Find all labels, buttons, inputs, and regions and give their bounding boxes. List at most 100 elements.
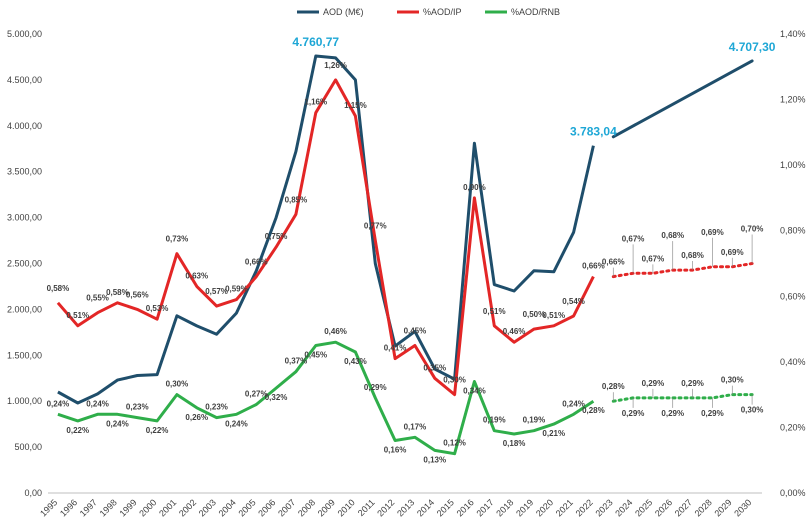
x-tick-label: 2023 [593,497,614,518]
data-label: 0,12% [443,439,466,448]
y-right-tick-label: 0,00% [780,488,806,498]
data-label: 0,63% [185,271,208,280]
data-label: 0,68% [681,251,704,260]
data-label: 0,29% [622,409,645,418]
data-label: 0,69% [701,228,724,237]
x-tick-label: 2014 [415,497,436,518]
legend-label: AOD (M€) [323,7,364,17]
legend-label: %AOD/RNB [511,7,560,17]
data-label: 0,51% [542,311,565,320]
y-left-tick-label: 2.000,00 [7,304,42,314]
x-tick-label: 2000 [137,497,158,518]
series-line--aod-rnb [57,340,595,456]
data-label: 0,30% [166,380,189,389]
data-label: 0,19% [523,416,546,425]
data-label: 0,50% [523,310,546,319]
x-tick-label: 2003 [197,497,218,518]
data-label: 0,45% [304,350,327,359]
data-label: 1,16% [304,98,327,107]
y-right-tick-label: 1,00% [780,160,806,170]
data-label: 1,15% [344,101,367,110]
series-line-aod-m- [57,54,595,405]
x-tick-label: 2005 [236,497,257,518]
data-label: 0,57% [205,287,228,296]
y-left-tick-label: 500,00 [14,442,42,452]
data-label: 0,46% [503,327,526,336]
data-label: 0,19% [483,416,506,425]
data-label: 0,34% [463,387,486,396]
x-tick-label: 2021 [554,497,575,518]
data-label: 0,18% [503,439,526,448]
data-label: 0,28% [582,406,605,415]
data-label: 0,24% [225,419,248,428]
data-label: 0,75% [265,232,288,241]
series-line--aod-ip [56,78,595,397]
x-tick-label: 2004 [217,497,238,518]
data-label: 0,69% [721,248,744,257]
y-right-tick-label: 1,40% [780,29,806,39]
data-label: 0,29% [701,409,724,418]
x-tick-label: 2017 [474,497,495,518]
x-tick-label: 2027 [673,497,694,518]
data-label: 0,85% [285,195,308,204]
x-tick-label: 2012 [375,497,396,518]
x-tick-label: 2030 [732,497,753,518]
data-label: 0,51% [483,307,506,316]
forecast-line [611,393,754,403]
data-label: 0,32% [265,393,288,402]
forecast-line [611,262,754,279]
x-tick-label: 2024 [613,497,634,518]
data-label: 0,30% [443,376,466,385]
data-label: 0,26% [185,413,208,422]
x-tick-label: 2001 [157,497,178,518]
data-label: 0,59% [225,285,248,294]
y-left-tick-label: 1.500,00 [7,350,42,360]
y-left-tick-label: 3.500,00 [7,167,42,177]
x-tick-label: 2018 [494,497,515,518]
data-label: 0,23% [126,403,149,412]
y-right-tick-label: 0,40% [780,357,806,367]
data-label: 0,37% [285,357,308,366]
data-label: 0,27% [245,389,268,398]
data-label: 0,58% [106,288,129,297]
x-tick-label: 1999 [117,497,138,518]
data-label: 0,53% [146,304,169,313]
y-left-tick-label: 3.000,00 [7,213,42,223]
y-left-tick-label: 4.500,00 [7,75,42,85]
data-label: 0,73% [166,235,189,244]
y-right-tick-label: 0,60% [780,291,806,301]
x-tick-label: 2011 [356,497,377,518]
y-right-tick-label: 1,20% [780,95,806,105]
data-label: 0,13% [423,455,446,464]
y-left-tick-label: 2.500,00 [7,259,42,269]
aod-value-label: 4.760,77 [292,35,339,49]
data-label: 0,35% [423,363,446,372]
data-label: 0,29% [681,379,704,388]
x-tick-label: 2013 [395,497,416,518]
data-label: 0,66% [602,258,625,267]
data-label: 0,51% [66,311,89,320]
data-label: 0,45% [404,326,427,335]
data-label: 0,56% [126,290,149,299]
data-label: 0,23% [205,403,228,412]
data-label: 0,77% [364,222,387,231]
aod-value-label: 4.707,30 [729,40,776,54]
data-label: 0,24% [562,399,585,408]
x-tick-label: 2006 [256,497,277,518]
x-tick-label: 1995 [38,497,59,518]
y-left-tick-label: 0,00 [24,488,42,498]
x-tick-label: 2019 [514,497,535,518]
y-left-tick-label: 1.000,00 [7,396,42,406]
data-label: 0,67% [622,234,645,243]
y-right-tick-label: 0,20% [780,422,806,432]
x-tick-label: 1996 [58,497,79,518]
data-label: 0,24% [86,399,109,408]
data-label: 1,26% [324,61,347,70]
y-right-tick-label: 0,80% [780,226,806,236]
x-tick-label: 2008 [296,497,317,518]
data-label: 0,30% [741,406,764,415]
aod-value-label: 3.783,04 [570,125,617,139]
x-tick-label: 2026 [653,497,674,518]
x-tick-label: 2025 [633,497,654,518]
